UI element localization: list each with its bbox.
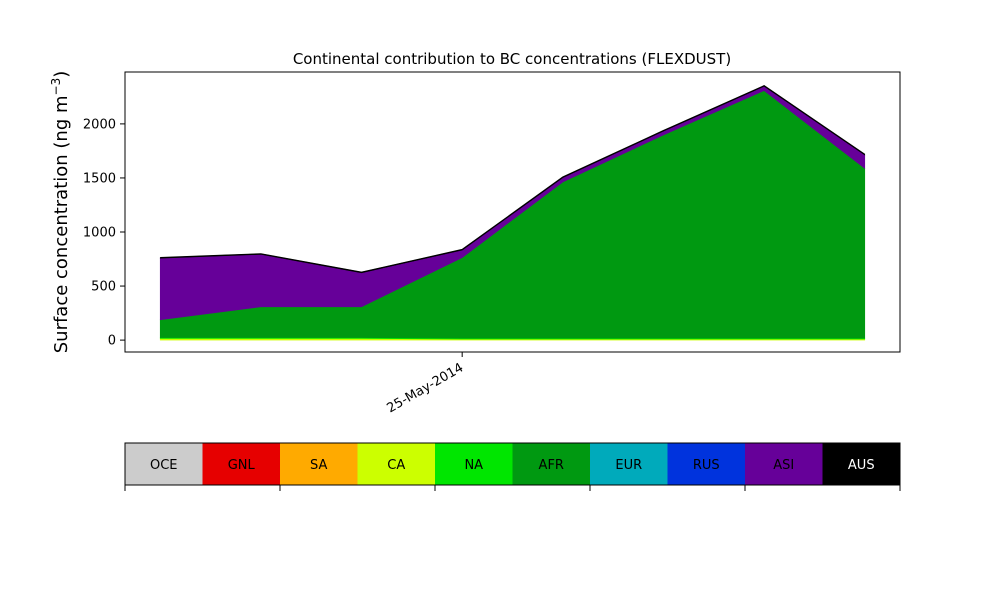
legend-label-gnl: GNL: [228, 458, 256, 473]
y-axis-label-exponent: −3: [49, 78, 63, 96]
legend-label-asi: ASI: [773, 458, 794, 473]
plot-frame: [124, 71, 901, 353]
total-outline: [160, 85, 866, 273]
legend-swatch-sa: [280, 443, 358, 485]
legend-label-afr: AFR: [539, 458, 564, 473]
legend-swatch-asi: [745, 443, 823, 485]
legend-swatch-afr: [512, 443, 591, 485]
x-axis: 25-May-2014: [384, 352, 466, 416]
stacked-areas: [159, 85, 866, 341]
legend-swatch-gnl: [202, 443, 281, 485]
y-axis-label-main: Surface concentration (ng m: [51, 95, 72, 353]
legend-swatch-rus: [667, 443, 746, 485]
y-tick-label: 2000: [83, 117, 116, 132]
legend-swatch-ca: [357, 443, 436, 485]
legend-swatch-na: [435, 443, 513, 485]
legend-swatch-aus: [822, 443, 901, 485]
legend-label-eur: EUR: [615, 458, 642, 473]
y-tick-label: 1000: [83, 226, 116, 241]
legend-label-ca: CA: [387, 458, 405, 473]
legend-label-aus: AUS: [848, 458, 875, 473]
y-tick-label: 1500: [83, 171, 116, 186]
colorbar-frame: [124, 442, 901, 486]
legend-swatch-oce: [125, 443, 203, 485]
legend-label-oce: OCE: [150, 458, 178, 473]
colorbar-legend: OCE GNL SA CA NA AFR EUR RUS ASI AUS: [124, 442, 901, 491]
legend-label-na: NA: [464, 458, 483, 473]
y-axis-label-close: ): [51, 71, 72, 78]
y-tick-label: 0: [108, 334, 116, 349]
y-axis: 0 500 1000 1500 2000: [83, 117, 125, 349]
y-axis-label: Surface concentration (ng m−3): [49, 71, 72, 354]
legend-label-sa: SA: [310, 458, 327, 473]
x-tick-label: 25-May-2014: [384, 360, 466, 416]
y-tick-label: 500: [91, 280, 116, 295]
chart-title: Continental contribution to BC concentra…: [293, 50, 731, 68]
legend-swatch-eur: [590, 443, 668, 485]
legend-label-rus: RUS: [693, 458, 720, 473]
